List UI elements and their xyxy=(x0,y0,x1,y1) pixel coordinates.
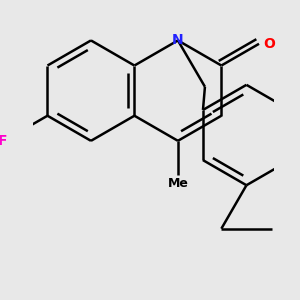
Text: F: F xyxy=(0,134,7,148)
Text: N: N xyxy=(172,33,184,47)
Text: Me: Me xyxy=(167,177,188,190)
Text: O: O xyxy=(263,37,275,51)
